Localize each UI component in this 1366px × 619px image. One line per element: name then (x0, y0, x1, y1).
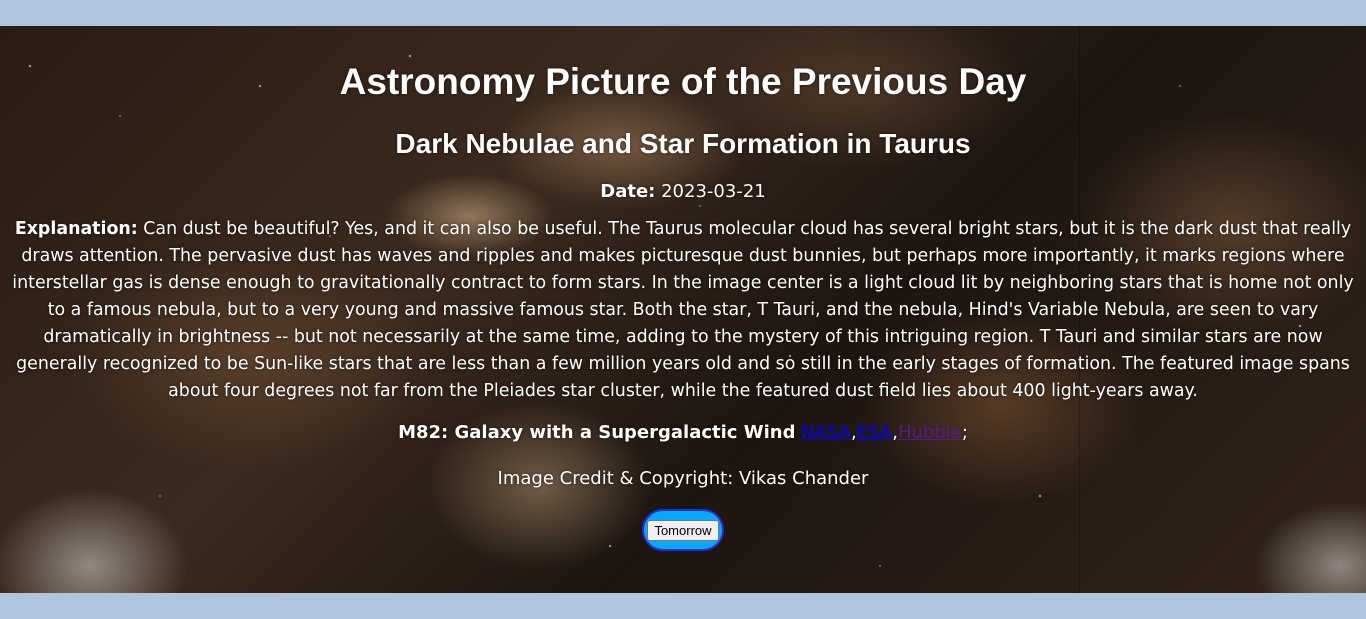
explanation-text: Can dust be beautiful? Yes, and it can a… (12, 219, 1354, 401)
apod-page: Astronomy Picture of the Previous Day Da… (0, 26, 1366, 593)
related-title: M82: Galaxy with a Supergalactic Wind (398, 422, 796, 443)
date-line: Date: 2023-03-21 (0, 178, 1366, 206)
image-credit: Image Credit & Copyright: Vikas Chander (497, 468, 869, 489)
apod-content: Astronomy Picture of the Previous Day Da… (0, 26, 1366, 551)
hubble-link[interactable]: Hubble (897, 422, 962, 443)
related-item: M82: Galaxy with a Supergalactic Wind NA… (0, 419, 1366, 447)
page-title: Astronomy Picture of the Previous Day (339, 61, 1027, 102)
link-separator: ; (961, 422, 968, 443)
link-separator: , (892, 422, 898, 443)
date-label: Date: (600, 181, 656, 202)
picture-title: Dark Nebulae and Star Formation in Tauru… (395, 128, 971, 159)
explanation-paragraph: Explanation: Can dust be beautiful? Yes,… (5, 216, 1361, 405)
tomorrow-button[interactable]: Tomorrow (647, 519, 719, 541)
date-value: 2023-03-21 (661, 181, 766, 202)
link-separator: , (851, 422, 857, 443)
tomorrow-button-frame: Tomorrow (642, 509, 724, 551)
esa-link[interactable]: ESA (856, 422, 893, 443)
image-tile-seam (1079, 26, 1080, 593)
nasa-link[interactable]: NASA (801, 422, 852, 443)
explanation-label: Explanation: (14, 219, 138, 239)
